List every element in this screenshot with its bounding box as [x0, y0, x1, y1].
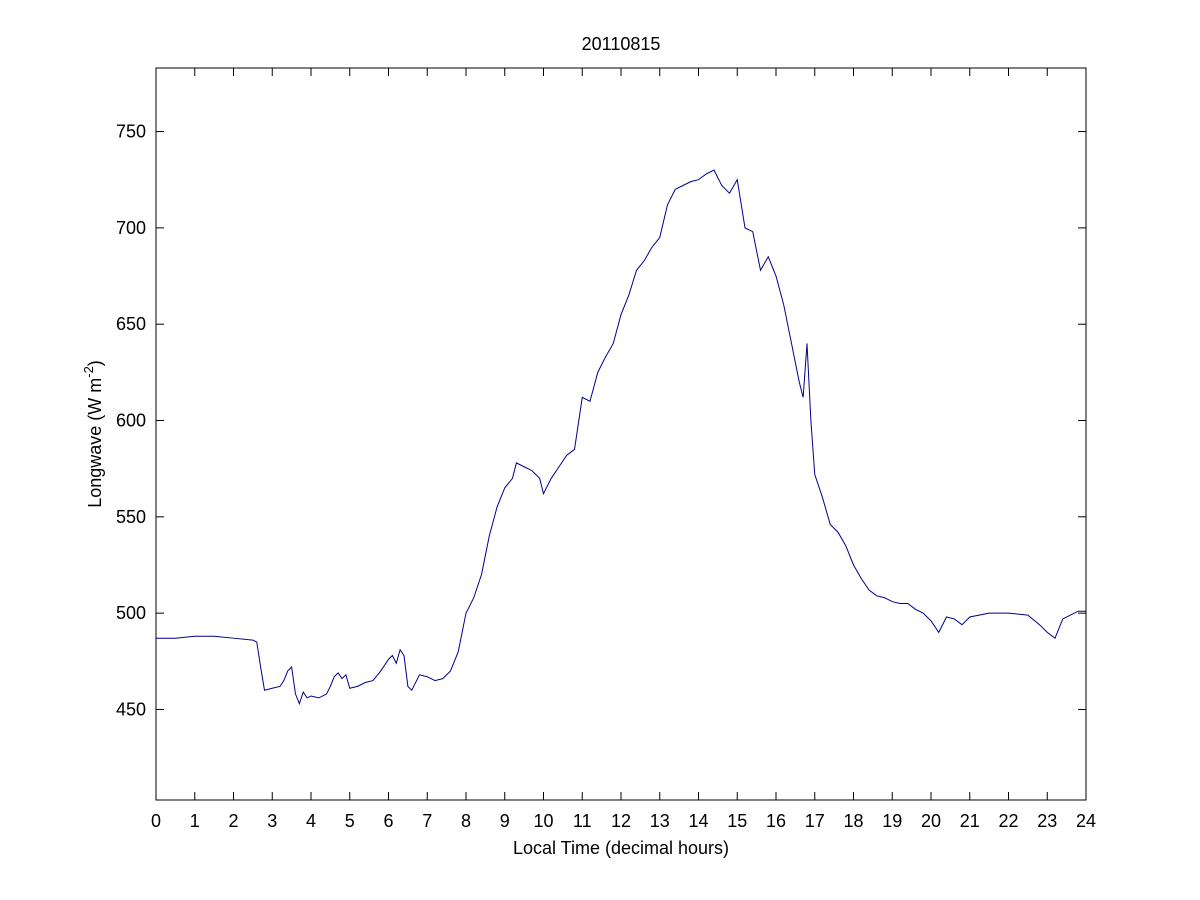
x-tick-label: 20 — [921, 811, 941, 831]
x-tick-label: 13 — [650, 811, 670, 831]
x-tick-label: 2 — [228, 811, 238, 831]
x-tick-label: 6 — [383, 811, 393, 831]
x-tick-label: 3 — [267, 811, 277, 831]
x-axis-label: Local Time (decimal hours) — [513, 838, 729, 858]
x-tick-label: 11 — [573, 811, 592, 831]
x-tick-label: 12 — [611, 811, 631, 831]
plot-box — [155, 67, 1087, 801]
x-tick-label: 5 — [345, 811, 355, 831]
x-tick-label: 18 — [843, 811, 863, 831]
data-line — [156, 169, 1086, 706]
y-tick-label: 650 — [116, 314, 146, 334]
x-tick-label: 0 — [151, 811, 161, 831]
x-tick-label: 1 — [190, 811, 200, 831]
x-tick-label: 16 — [766, 811, 786, 831]
y-tick-label: 750 — [116, 122, 146, 142]
x-tick-label: 24 — [1076, 811, 1096, 831]
y-label-suffix: ) — [85, 360, 105, 366]
y-tick-label: 550 — [116, 507, 146, 527]
x-tick-label: 19 — [882, 811, 902, 831]
x-tick-label: 4 — [306, 811, 316, 831]
x-tick-label: 10 — [533, 811, 553, 831]
y-label-superscript: -2 — [81, 366, 96, 378]
x-tick-label: 9 — [500, 811, 510, 831]
x-tick-label: 22 — [998, 811, 1018, 831]
y-axis-label: Longwave (W m-2) — [81, 360, 105, 508]
y-tick-label: 600 — [116, 411, 146, 431]
chart-title: 20110815 — [582, 34, 661, 54]
y-tick-label: 450 — [116, 699, 146, 719]
y-label-text: Longwave (W m — [85, 378, 105, 508]
x-tick-label: 17 — [805, 811, 825, 831]
x-tick-label: 23 — [1037, 811, 1057, 831]
x-tick-label: 14 — [688, 811, 708, 831]
y-tick-label: 700 — [116, 218, 146, 238]
y-tick-label: 500 — [116, 603, 146, 623]
x-tick-label: 15 — [727, 811, 747, 831]
x-tick-label: 7 — [422, 811, 432, 831]
x-tick-label: 21 — [960, 811, 980, 831]
x-tick-label: 8 — [461, 811, 471, 831]
